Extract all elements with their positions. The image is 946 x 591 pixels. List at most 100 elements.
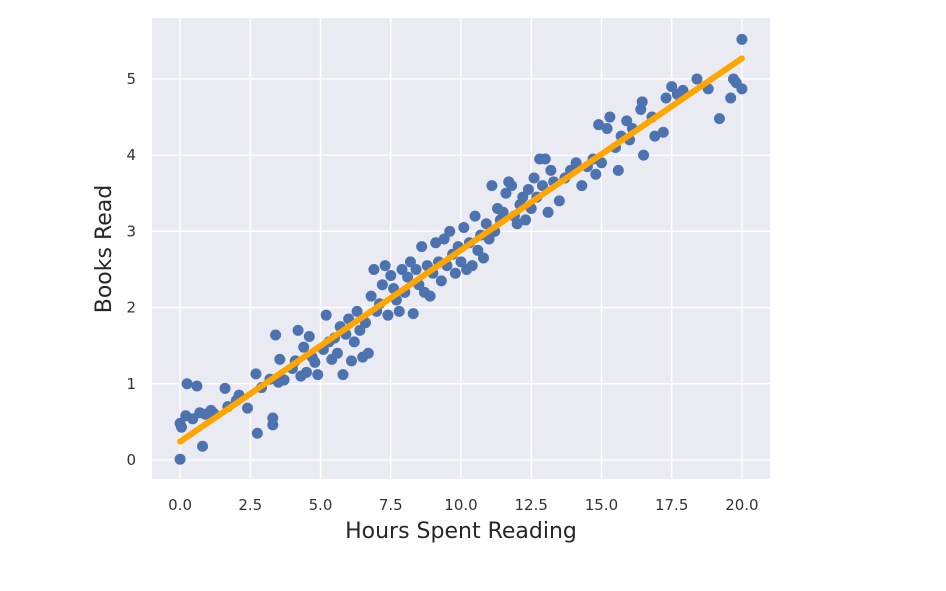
data-point (174, 453, 186, 465)
data-point (267, 419, 279, 431)
data-point (511, 218, 523, 230)
data-point (402, 271, 414, 283)
data-point (486, 180, 498, 192)
data-point (660, 92, 672, 104)
y-tick-label: 1 (126, 375, 136, 393)
data-point (472, 244, 484, 256)
data-point (430, 237, 442, 249)
x-axis-label: Hours Spent Reading (345, 519, 577, 544)
data-point (393, 305, 405, 317)
data-point (520, 214, 532, 226)
data-point (458, 222, 470, 234)
data-point (368, 263, 380, 275)
grid-lines (152, 18, 770, 479)
x-tick-label: 17.5 (655, 496, 688, 514)
data-point (410, 263, 422, 275)
data-point (497, 206, 509, 218)
data-point (553, 195, 565, 207)
data-point (435, 275, 447, 287)
regression-line (177, 55, 745, 445)
data-point (666, 81, 678, 93)
data-point (404, 256, 416, 268)
data-point (601, 122, 613, 134)
data-point (337, 369, 349, 381)
data-point (612, 164, 624, 176)
data-point (197, 440, 209, 452)
data-point (382, 309, 394, 321)
y-tick-label: 0 (126, 451, 136, 469)
data-point (638, 149, 650, 161)
data-point (506, 180, 518, 192)
data-point (480, 218, 492, 230)
x-tick-label: 2.5 (238, 496, 262, 514)
data-point (528, 172, 540, 184)
data-point (477, 252, 489, 264)
data-point (181, 378, 193, 390)
data-point (379, 260, 391, 272)
x-tick-label: 10.0 (444, 496, 477, 514)
data-point (469, 210, 481, 222)
x-tick-label: 0.0 (168, 496, 192, 514)
data-point (331, 347, 343, 359)
data-point (351, 305, 363, 317)
data-point (576, 180, 588, 192)
data-point (593, 119, 605, 131)
data-point (354, 324, 366, 336)
data-point (298, 341, 310, 353)
data-point (604, 111, 616, 123)
data-point (292, 324, 304, 336)
data-point (312, 369, 324, 381)
data-point (636, 96, 648, 108)
x-tick-labels: 0.0 2.5 5.0 7.5 10.0 12.5 15.0 17.5 20.0 (168, 496, 758, 514)
data-point (309, 356, 321, 368)
data-point (345, 355, 357, 367)
data-point (270, 329, 282, 341)
data-point (303, 331, 315, 343)
data-point (365, 290, 377, 302)
y-tick-label: 4 (126, 146, 136, 164)
data-point (545, 164, 557, 176)
y-tick-label: 5 (126, 70, 136, 88)
data-point (376, 279, 388, 291)
data-point (407, 308, 419, 320)
data-point (444, 225, 456, 237)
data-point (274, 353, 286, 365)
data-point (517, 191, 529, 203)
data-point (691, 73, 703, 85)
data-point (570, 157, 582, 169)
data-point (242, 402, 254, 414)
data-point (385, 270, 397, 282)
data-point (536, 180, 548, 192)
x-tick-label: 12.5 (515, 496, 548, 514)
data-point (736, 83, 748, 95)
x-tick-label: 15.0 (585, 496, 618, 514)
data-point (175, 421, 187, 433)
data-point (301, 366, 312, 378)
data-point (725, 92, 737, 104)
x-tick-label: 5.0 (309, 496, 333, 514)
data-point (590, 168, 602, 180)
data-point (278, 374, 290, 386)
data-point (455, 256, 467, 268)
data-point (500, 187, 512, 199)
data-point (416, 241, 428, 253)
data-point (438, 233, 450, 245)
data-point (219, 382, 231, 394)
x-tick-label: 20.0 (725, 496, 758, 514)
x-tick-label: 7.5 (379, 496, 403, 514)
data-point (449, 267, 461, 279)
data-point (250, 368, 262, 380)
data-point (595, 157, 607, 169)
y-tick-labels: 0 1 2 3 4 5 (126, 70, 136, 469)
data-point (466, 260, 478, 272)
data-point (424, 290, 436, 302)
data-point (736, 33, 748, 45)
data-point (522, 183, 534, 195)
data-point (657, 126, 669, 138)
y-axis-label: Books Read (92, 185, 117, 314)
data-point (251, 427, 263, 439)
data-point (348, 336, 360, 348)
data-point (713, 113, 725, 125)
data-point (396, 263, 408, 275)
